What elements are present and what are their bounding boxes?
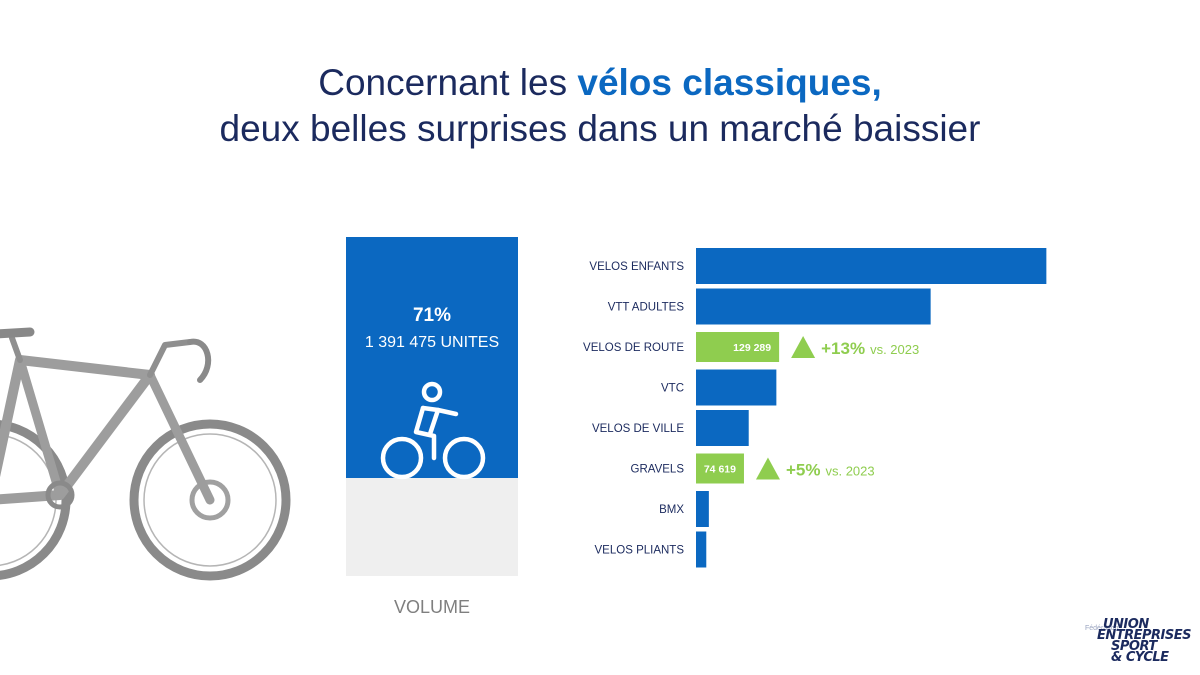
bicycle-illustration (0, 327, 291, 581)
title-line-1: Concernant les vélos classiques, (0, 60, 1200, 106)
volume-units: 1 391 475 UNITES (364, 334, 500, 351)
category-label: VELOS DE VILLE (592, 423, 684, 435)
union-sport-cycle-logo: Fédération UNION ENTREPRISES SPORT & CYC… (1085, 617, 1195, 672)
title-prefix: Concernant les (318, 62, 578, 103)
category-label: VELOS PLIANTS (595, 545, 685, 557)
category-bar-chart: VELOS ENFANTS VTT ADULTES VELOS DE ROUTE 12… (583, 248, 1047, 568)
title-line-2: deux belles surprises dans un marché bai… (219, 108, 981, 149)
bar (696, 248, 1047, 284)
title-highlight: vélos classiques, (577, 62, 882, 103)
category-label: VTT ADULTES (608, 302, 685, 314)
page-title: Concernant les vélos classiques, deux be… (0, 60, 1200, 152)
change-annotation: +13% vs. 2023 (821, 339, 919, 358)
logo-line-4: & CYCLE (1111, 650, 1169, 665)
change-suffix: vs. 2023 (825, 464, 874, 479)
data-label: 74 619 (704, 464, 736, 476)
logo-line-3: SPORT (1111, 639, 1157, 654)
volume-share-label: 71% (412, 305, 452, 326)
up-triangle-icon (791, 336, 816, 358)
cyclist-icon (380, 381, 486, 480)
bar (696, 491, 709, 527)
bar (696, 531, 707, 568)
category-label: GRAVELS (631, 464, 685, 476)
category-label: VELOS DE ROUTE (583, 342, 684, 354)
category-label: BMX (659, 504, 684, 516)
logo-line-1: UNION (1103, 617, 1149, 632)
bar (696, 332, 780, 362)
bar (696, 288, 931, 325)
bar (696, 453, 744, 484)
change-suffix: vs. 2023 (870, 342, 919, 357)
change-annotation: +5% vs. 2023 (786, 461, 875, 480)
bar (696, 410, 749, 446)
volume-panel (346, 237, 518, 576)
category-label: VTC (661, 383, 684, 395)
data-label: 129 289 (733, 342, 771, 354)
up-triangle-icon (755, 457, 780, 480)
logo-line-2: ENTREPRISES (1097, 628, 1192, 643)
volume-label: VOLUME (393, 597, 471, 617)
bar (696, 369, 777, 406)
category-label: VELOS ENFANTS (589, 261, 684, 273)
logo-prefix: Fédération (1085, 625, 1119, 632)
